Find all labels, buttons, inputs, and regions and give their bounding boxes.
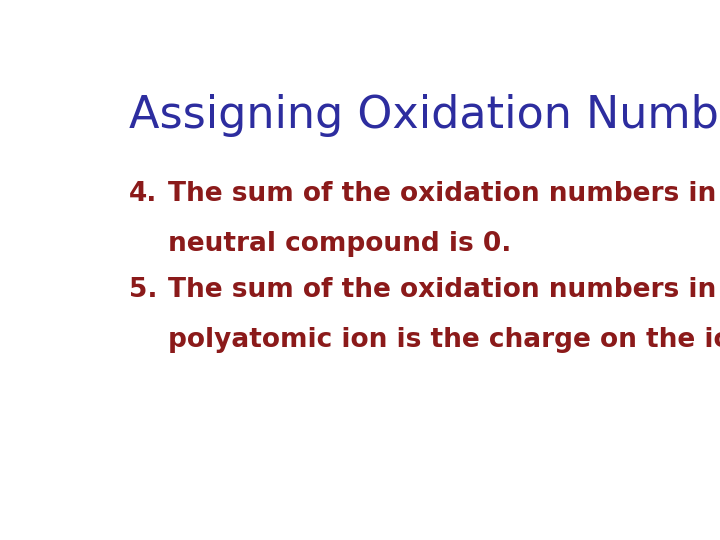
Text: Assigning Oxidation Numbers: Assigning Oxidation Numbers	[129, 94, 720, 137]
Text: polyatomic ion is the charge on the ion.: polyatomic ion is the charge on the ion.	[168, 327, 720, 353]
Text: The sum of the oxidation numbers in a: The sum of the oxidation numbers in a	[168, 277, 720, 303]
Text: neutral compound is 0.: neutral compound is 0.	[168, 231, 511, 257]
Text: The sum of the oxidation numbers in a: The sum of the oxidation numbers in a	[168, 181, 720, 207]
Text: 5.: 5.	[129, 277, 158, 303]
Text: 4.: 4.	[129, 181, 158, 207]
